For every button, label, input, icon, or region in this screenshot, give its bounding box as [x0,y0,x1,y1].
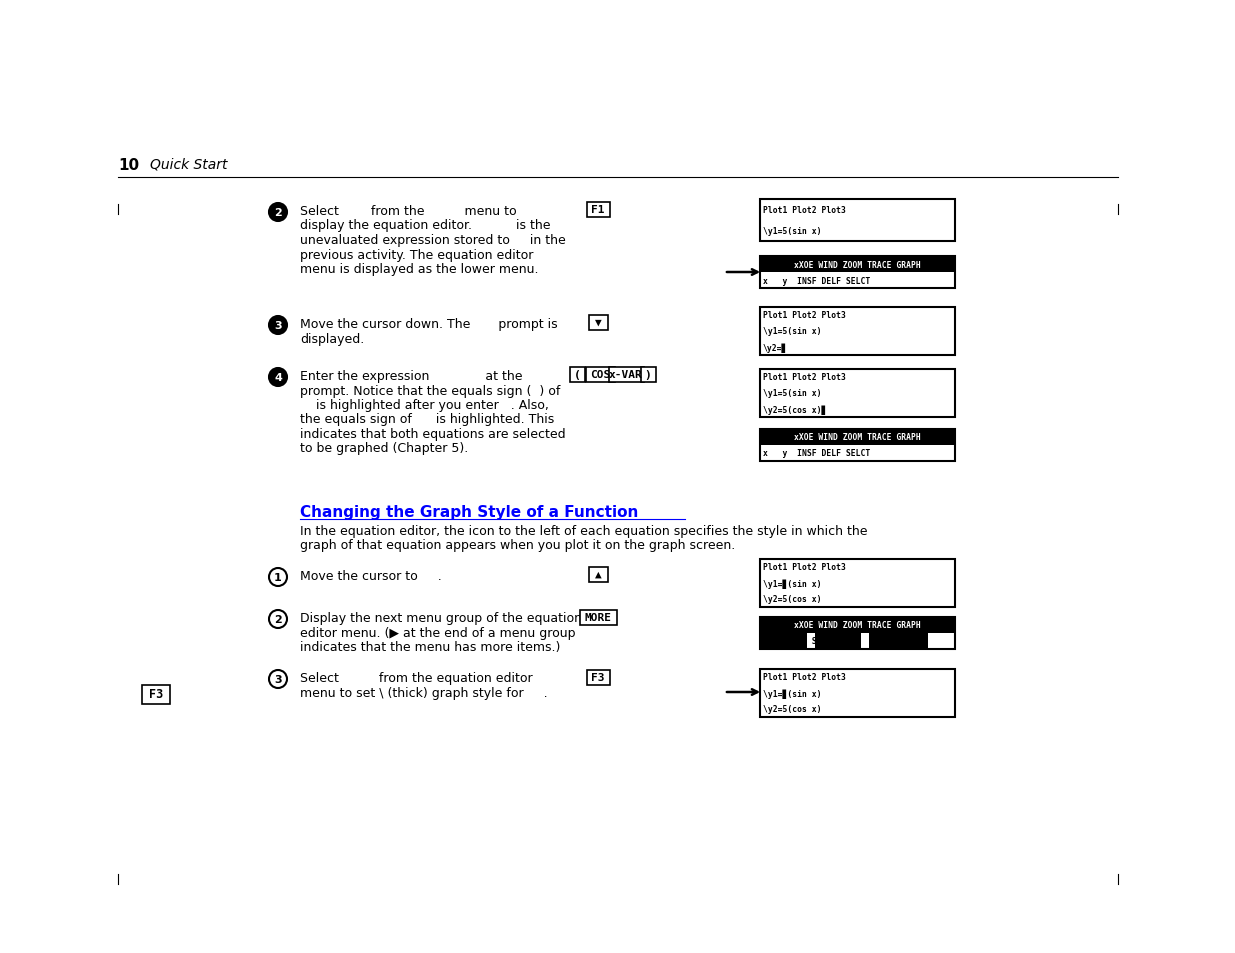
Bar [760,669,955,718]
Text: F1: F1 [592,205,605,214]
FancyBboxPatch shape [641,367,656,382]
Text: \y2=▊: \y2=▊ [763,343,788,353]
Text: Quick Start: Quick Start [149,158,227,172]
Circle shape [269,316,287,335]
Text: 2: 2 [274,208,282,218]
FancyBboxPatch shape [589,567,608,582]
Text: 2: 2 [274,615,282,624]
Text: 4: 4 [274,373,282,382]
FancyBboxPatch shape [587,202,610,217]
Text: displayed.: displayed. [300,333,364,345]
Text: is highlighted after you enter   . Also,: is highlighted after you enter . Also, [300,398,548,412]
Text: indicates that the menu has more items.): indicates that the menu has more items.) [300,640,561,654]
Text: 10: 10 [119,157,140,172]
Text: Plot1 Plot2 Plot3: Plot1 Plot2 Plot3 [763,563,846,572]
Text: 3: 3 [274,675,282,684]
Text: Plot1 Plot2 Plot3: Plot1 Plot2 Plot3 [763,206,846,214]
Bar [760,618,955,634]
FancyBboxPatch shape [585,367,615,382]
FancyBboxPatch shape [589,315,608,330]
Text: MORE: MORE [584,613,611,622]
Text: x   y  INSF DELF SELCT: x y INSF DELF SELCT [763,449,871,458]
Text: prompt. Notice that the equals sign (  ) of: prompt. Notice that the equals sign ( ) … [300,384,561,397]
Text: previous activity. The equation editor: previous activity. The equation editor [300,248,534,261]
Text: x   y  INSF DELF SELCT: x y INSF DELF SELCT [763,276,871,285]
Text: (: ( [573,370,580,379]
Text: to be graphed (Chapter 5).: to be graphed (Chapter 5). [300,442,468,455]
Bar [760,256,955,273]
Text: xXOE WIND ZOOM TRACE GRAPH: xXOE WIND ZOOM TRACE GRAPH [794,260,921,269]
Text: ▼: ▼ [594,317,601,328]
Bar [760,370,955,417]
Bar [760,430,955,461]
FancyBboxPatch shape [142,685,170,703]
Text: the equals sign of      is highlighted. This: the equals sign of is highlighted. This [300,413,555,426]
Text: \y2=5(cos x): \y2=5(cos x) [763,595,821,604]
Text: ALL+ ALL- STYLE: ALL+ ALL- STYLE [763,637,836,646]
Bar [815,634,861,649]
Text: x-VAR: x-VAR [609,370,643,379]
Bar [760,634,806,649]
Text: editor menu. (▶ at the end of a menu group: editor menu. (▶ at the end of a menu gro… [300,626,576,639]
Text: \y2=5(cos x): \y2=5(cos x) [763,705,821,714]
Text: Select          from the equation editor: Select from the equation editor [300,671,532,684]
Text: \y2=5(cos x)▊: \y2=5(cos x)▊ [763,405,826,415]
Bar [760,430,955,446]
Text: Enter the expression              at the: Enter the expression at the [300,370,522,382]
Bar [760,559,955,607]
Text: \y1=5(sin x): \y1=5(sin x) [763,327,821,336]
Text: F3: F3 [592,672,605,682]
Text: Move the cursor to     .: Move the cursor to . [300,569,442,582]
Text: \y1=5(sin x): \y1=5(sin x) [763,227,821,235]
Text: graph of that equation appears when you plot it on the graph screen.: graph of that equation appears when you … [300,539,735,552]
Text: indicates that both equations are selected: indicates that both equations are select… [300,428,566,440]
Bar [760,308,955,355]
Text: unevaluated expression stored to     in the: unevaluated expression stored to in the [300,233,566,247]
Text: \y1=▊(sin x): \y1=▊(sin x) [763,578,821,588]
Bar [760,618,955,649]
Bar [760,200,955,242]
Bar [760,256,955,289]
Text: \y1=5(sin x): \y1=5(sin x) [763,389,821,398]
Text: Move the cursor down. The       prompt is: Move the cursor down. The prompt is [300,317,558,331]
FancyBboxPatch shape [579,610,616,625]
Text: xXOE WIND ZOOM TRACE GRAPH: xXOE WIND ZOOM TRACE GRAPH [794,620,921,630]
Text: In the equation editor, the icon to the left of each equation specifies the styl: In the equation editor, the icon to the … [300,524,867,537]
Circle shape [269,204,287,222]
Text: F3: F3 [149,688,163,700]
FancyBboxPatch shape [587,670,610,685]
Circle shape [269,369,287,387]
Text: xXOE WIND ZOOM TRACE GRAPH: xXOE WIND ZOOM TRACE GRAPH [794,433,921,442]
Text: Changing the Graph Style of a Function: Changing the Graph Style of a Function [300,504,638,519]
Text: menu is displayed as the lower menu.: menu is displayed as the lower menu. [300,263,538,275]
Text: ): ) [645,370,651,379]
Text: Select        from the          menu to: Select from the menu to [300,205,516,218]
Text: Plot1 Plot2 Plot3: Plot1 Plot2 Plot3 [763,312,846,320]
FancyBboxPatch shape [569,367,584,382]
Text: Display the next menu group of the equation: Display the next menu group of the equat… [300,612,582,624]
Text: 1: 1 [274,573,282,582]
Text: Plot1 Plot2 Plot3: Plot1 Plot2 Plot3 [763,673,846,681]
Text: Plot1 Plot2 Plot3: Plot1 Plot2 Plot3 [763,374,846,382]
Text: \y1=▊(sin x): \y1=▊(sin x) [763,688,821,698]
Text: ▲: ▲ [594,569,601,579]
Text: 3: 3 [274,320,282,331]
Text: display the equation editor.           is the: display the equation editor. is the [300,219,551,233]
Bar [869,634,927,649]
FancyBboxPatch shape [609,367,643,382]
Text: menu to set \ (thick) graph style for     .: menu to set \ (thick) graph style for . [300,686,547,699]
Text: COS: COS [590,370,610,379]
